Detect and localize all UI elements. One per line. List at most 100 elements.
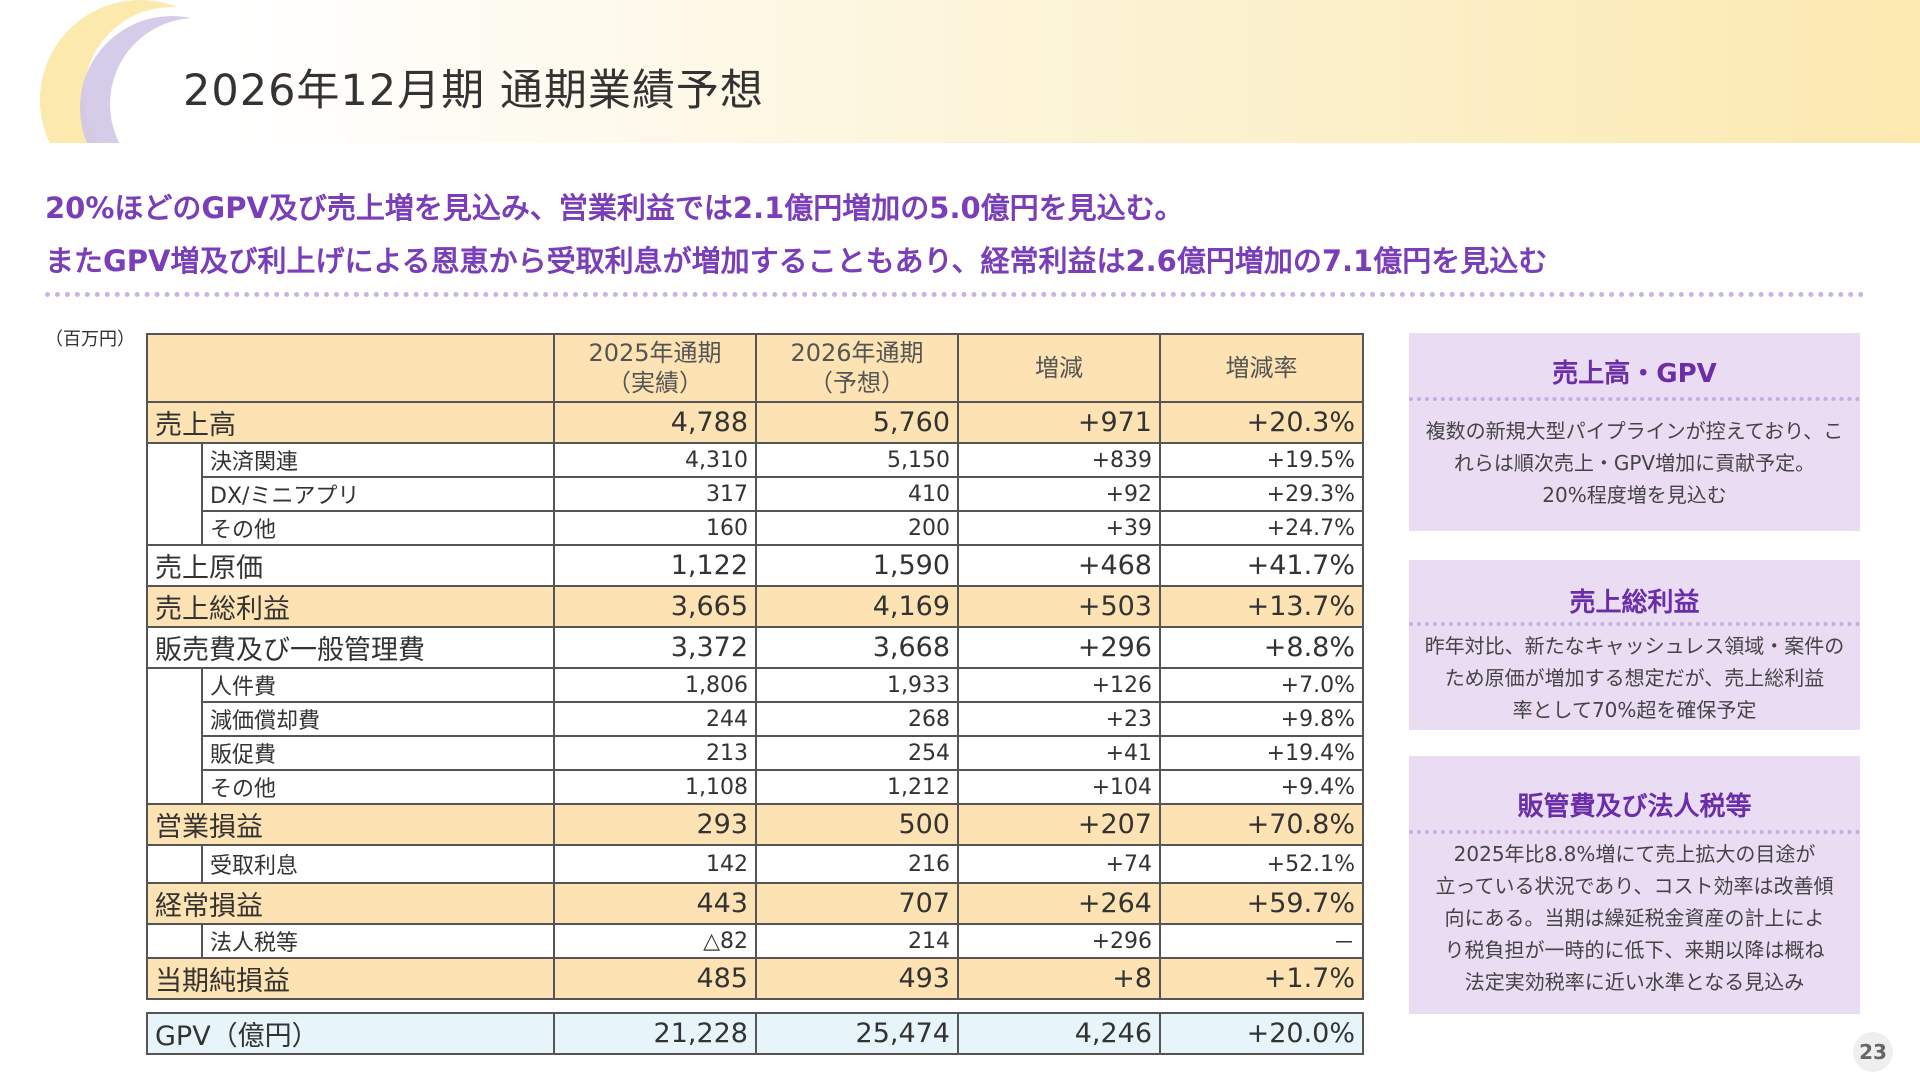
table-row: 売上原価 1,122 1,590 +468 +41.7% xyxy=(146,544,1364,587)
card-sales-gpv: 売上高・GPV 複数の新規大型パイプラインが控えており、こ れらは順次売上・GP… xyxy=(1409,333,1860,531)
table-row: 決済関連 4,310 5,150 +839 +19.5% xyxy=(146,442,1364,478)
table-row: 人件費 1,806 1,933 +126 +7.0% xyxy=(146,667,1364,703)
page-title: 2026年12月期 通期業績予想 xyxy=(183,66,764,116)
row-label: 営業損益 xyxy=(146,803,555,846)
indent-cell xyxy=(146,443,203,477)
row-label: DX/ミニアプリ xyxy=(201,476,555,512)
table-row: 販促費 213 254 +41 +19.4% xyxy=(146,735,1364,771)
table-row: 営業損益 293 500 +207 +70.8% xyxy=(146,803,1364,846)
card-text-line: 昨年対比、新たなキャッシュレス領域・案件の xyxy=(1424,634,1845,658)
header-change: 増減 xyxy=(957,333,1161,403)
value-change: +104 xyxy=(957,769,1161,805)
row-label: 減価償却費 xyxy=(201,701,555,737)
value-change-rate: +9.8% xyxy=(1159,701,1364,737)
card-title: 販管費及び法人税等 xyxy=(1517,792,1752,822)
value-2026: 5,150 xyxy=(755,442,959,478)
value-2026: 1,590 xyxy=(755,544,959,587)
value-change-rate: +20.0% xyxy=(1159,1012,1364,1055)
value-2025: △82 xyxy=(553,923,757,959)
row-label: 経常損益 xyxy=(146,882,555,925)
value-2026: 25,474 xyxy=(755,1012,959,1055)
card-text-line: ため原価が増加する想定だが、売上総利益 xyxy=(1444,666,1825,690)
table-row: 減価償却費 244 268 +23 +9.8% xyxy=(146,701,1364,737)
value-change-rate: +19.4% xyxy=(1159,735,1364,771)
table-row: 売上高 4,788 5,760 +971 +20.3% xyxy=(146,401,1364,444)
value-change-rate: +41.7% xyxy=(1159,544,1364,587)
value-change: +126 xyxy=(957,667,1161,703)
value-2025: 485 xyxy=(553,957,757,1000)
card-sga-tax: 販管費及び法人税等 2025年比8.8%増にて売上拡大の目途が 立っている状況で… xyxy=(1409,756,1860,1014)
value-2026: 216 xyxy=(755,844,959,884)
header-change-rate: 増減率 xyxy=(1159,333,1364,403)
header-2025: 2025年通期 （実績） xyxy=(553,333,757,403)
indent-cell xyxy=(146,477,203,511)
value-change-rate: +59.7% xyxy=(1159,882,1364,925)
value-change: 4,246 xyxy=(957,1012,1161,1055)
indent-cell xyxy=(146,668,203,702)
dotted-divider xyxy=(45,292,1865,297)
value-2025: 4,788 xyxy=(553,401,757,444)
card-text-line: 率として70%超を確保予定 xyxy=(1512,698,1757,722)
page-number: 23 xyxy=(1853,1032,1893,1072)
value-2025: 142 xyxy=(553,844,757,884)
value-2026: 1,212 xyxy=(755,769,959,805)
row-label: 当期純損益 xyxy=(146,957,555,1000)
gpv-table: GPV（億円） 21,228 25,474 4,246 +20.0% xyxy=(146,1012,1364,1055)
value-change: +39 xyxy=(957,510,1161,546)
value-change-rate: +9.4% xyxy=(1159,769,1364,805)
value-2026: 200 xyxy=(755,510,959,546)
value-change-rate: +52.1% xyxy=(1159,844,1364,884)
value-2026: 4,169 xyxy=(755,585,959,628)
indent-cell xyxy=(146,924,203,958)
value-2026: 268 xyxy=(755,701,959,737)
value-2026: 3,668 xyxy=(755,626,959,669)
table-row: その他 160 200 +39 +24.7% xyxy=(146,510,1364,546)
card-text-line: れらは順次売上・GPV増加に貢献予定。 xyxy=(1453,451,1816,475)
table-row: 法人税等 △82 214 +296 － xyxy=(146,923,1364,959)
card-text-line: 複数の新規大型パイプラインが控えており、こ xyxy=(1425,419,1844,443)
value-2025: 3,372 xyxy=(553,626,757,669)
value-2026: 493 xyxy=(755,957,959,1000)
table-row: 販売費及び一般管理費 3,372 3,668 +296 +8.8% xyxy=(146,626,1364,669)
value-change-rate: +13.7% xyxy=(1159,585,1364,628)
card-title: 売上高・GPV xyxy=(1552,359,1717,389)
value-change-rate: +19.5% xyxy=(1159,442,1364,478)
header-band xyxy=(0,0,1920,143)
row-label: 人件費 xyxy=(201,667,555,703)
value-change: +74 xyxy=(957,844,1161,884)
row-label: GPV（億円） xyxy=(146,1012,555,1055)
indent-cell xyxy=(146,702,203,736)
value-change-rate: +20.3% xyxy=(1159,401,1364,444)
value-2026: 5,760 xyxy=(755,401,959,444)
value-change-rate: +1.7% xyxy=(1159,957,1364,1000)
value-2026: 214 xyxy=(755,923,959,959)
value-2025: 3,665 xyxy=(553,585,757,628)
value-2025: 213 xyxy=(553,735,757,771)
value-2026: 410 xyxy=(755,476,959,512)
forecast-table: 2025年通期 （実績） 2026年通期 （予想） 増減 増減率 売上高 4,7… xyxy=(146,333,1364,1000)
card-text-line: り税負担が一時的に低下、来期以降は概ね xyxy=(1444,938,1825,962)
value-2026: 254 xyxy=(755,735,959,771)
unit-label: （百万円） xyxy=(45,329,135,350)
value-change: +296 xyxy=(957,626,1161,669)
indent-cell xyxy=(146,511,203,545)
value-change: +8 xyxy=(957,957,1161,1000)
value-change-rate: +8.8% xyxy=(1159,626,1364,669)
row-label: 売上原価 xyxy=(146,544,555,587)
value-2025: 443 xyxy=(553,882,757,925)
table-row: 当期純損益 485 493 +8 +1.7% xyxy=(146,957,1364,1000)
row-label: その他 xyxy=(201,510,555,546)
value-change: +23 xyxy=(957,701,1161,737)
value-change: +41 xyxy=(957,735,1161,771)
table-row: DX/ミニアプリ 317 410 +92 +29.3% xyxy=(146,476,1364,512)
card-text-line: 立っている状況であり、コスト効率は改善傾 xyxy=(1435,874,1834,898)
indent-cell xyxy=(146,845,203,883)
indent-cell xyxy=(146,736,203,770)
value-change: +503 xyxy=(957,585,1161,628)
value-2025: 21,228 xyxy=(553,1012,757,1055)
card-divider xyxy=(1409,397,1860,401)
headline-line-1: 20%ほどのGPV及び売上増を見込み、営業利益では2.1億円増加の5.0億円を見… xyxy=(45,191,1184,225)
table-row: 受取利息 142 216 +74 +52.1% xyxy=(146,844,1364,884)
value-2025: 317 xyxy=(553,476,757,512)
value-2026: 500 xyxy=(755,803,959,846)
